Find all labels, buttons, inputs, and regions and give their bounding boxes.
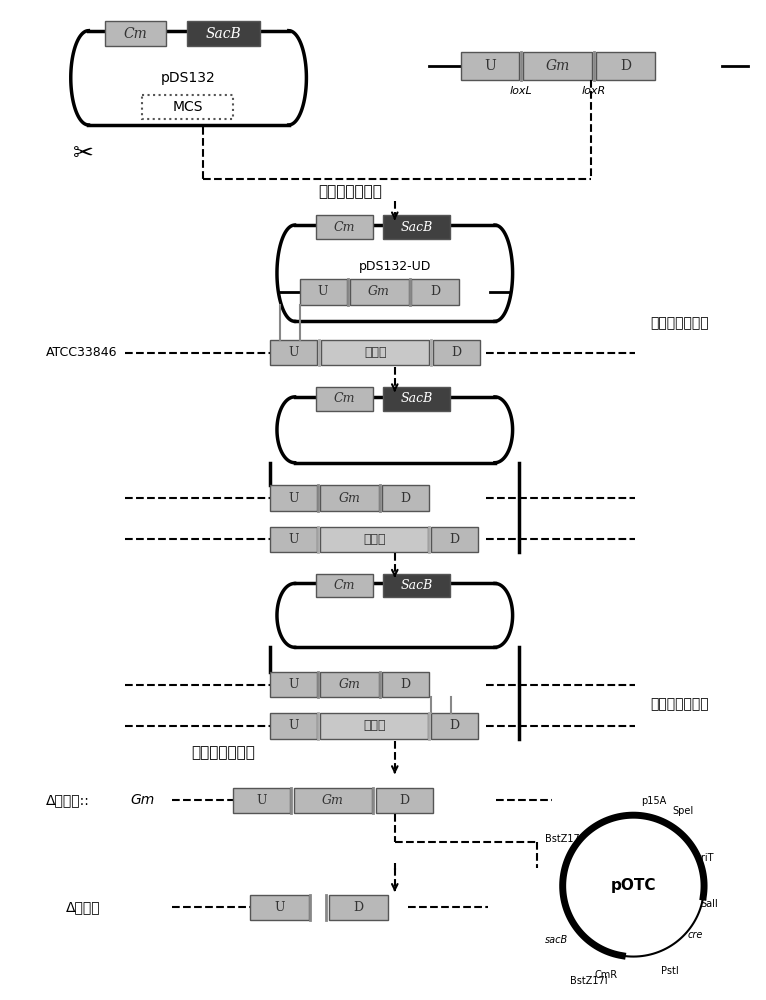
Text: pDS132: pDS132 [161, 71, 216, 85]
FancyBboxPatch shape [142, 95, 233, 119]
FancyBboxPatch shape [300, 279, 347, 305]
FancyBboxPatch shape [460, 52, 519, 80]
Text: 第二次同源重组: 第二次同源重组 [650, 697, 709, 711]
Text: Gm: Gm [545, 59, 570, 73]
FancyBboxPatch shape [316, 215, 373, 239]
Text: U: U [289, 533, 299, 546]
FancyBboxPatch shape [431, 527, 478, 552]
FancyBboxPatch shape [376, 788, 433, 813]
Text: SacB: SacB [401, 392, 433, 405]
FancyBboxPatch shape [383, 387, 450, 411]
Text: Gm: Gm [339, 678, 361, 691]
Text: D: D [620, 59, 631, 73]
FancyBboxPatch shape [270, 340, 317, 365]
Text: PstI: PstI [661, 966, 679, 976]
Text: 第一次同源重组: 第一次同源重组 [650, 316, 709, 330]
Text: Cm: Cm [334, 392, 355, 405]
Text: 靶基因: 靶基因 [363, 719, 385, 732]
Text: loxR: loxR [582, 86, 606, 96]
FancyBboxPatch shape [411, 279, 459, 305]
Text: U: U [289, 492, 299, 505]
Text: SacB: SacB [205, 27, 241, 41]
FancyBboxPatch shape [382, 485, 429, 511]
FancyBboxPatch shape [316, 574, 373, 597]
Text: D: D [450, 719, 460, 732]
FancyBboxPatch shape [293, 788, 372, 813]
Text: Δ靶基因: Δ靶基因 [66, 900, 100, 914]
Text: oriT: oriT [696, 853, 714, 863]
Text: D: D [450, 533, 460, 546]
Text: 第二次接合转导: 第二次接合转导 [191, 745, 255, 760]
Text: pOTC: pOTC [611, 878, 656, 893]
Text: U: U [289, 346, 299, 359]
FancyBboxPatch shape [321, 340, 429, 365]
Text: U: U [275, 901, 285, 914]
Text: Gm: Gm [322, 794, 344, 807]
Text: Cm: Cm [334, 221, 355, 234]
FancyBboxPatch shape [233, 788, 290, 813]
Text: D: D [401, 492, 411, 505]
FancyBboxPatch shape [383, 574, 450, 597]
Text: Cm: Cm [334, 579, 355, 592]
Text: CmR: CmR [594, 970, 617, 980]
FancyBboxPatch shape [433, 340, 480, 365]
FancyBboxPatch shape [250, 895, 309, 920]
FancyBboxPatch shape [329, 895, 388, 920]
Text: SpeI: SpeI [673, 806, 694, 816]
Text: Gm: Gm [368, 285, 390, 298]
Text: ATCC33846: ATCC33846 [45, 346, 117, 359]
FancyBboxPatch shape [270, 672, 317, 697]
Text: SacB: SacB [401, 579, 433, 592]
Text: cre: cre [687, 930, 702, 940]
Text: SacB: SacB [401, 221, 433, 234]
Text: Gm: Gm [131, 793, 155, 807]
FancyBboxPatch shape [596, 52, 655, 80]
Text: U: U [289, 719, 299, 732]
Text: BstZ17I: BstZ17I [545, 834, 583, 844]
Text: 第一次接合转导: 第一次接合转导 [319, 184, 382, 199]
Text: D: D [430, 285, 440, 298]
Text: U: U [289, 678, 299, 691]
Text: Gm: Gm [339, 492, 361, 505]
FancyBboxPatch shape [320, 672, 379, 697]
Text: BstZ17I: BstZ17I [571, 976, 608, 986]
Text: D: D [401, 678, 411, 691]
Text: D: D [400, 794, 410, 807]
Text: U: U [256, 794, 267, 807]
FancyBboxPatch shape [349, 279, 408, 305]
FancyBboxPatch shape [320, 485, 379, 511]
FancyBboxPatch shape [382, 672, 429, 697]
Text: U: U [484, 59, 496, 73]
FancyBboxPatch shape [320, 713, 428, 739]
Text: sacB: sacB [545, 935, 568, 945]
Text: Δ靶基因::: Δ靶基因:: [46, 793, 90, 807]
Text: SalI: SalI [700, 899, 718, 909]
FancyBboxPatch shape [187, 21, 260, 46]
FancyBboxPatch shape [316, 387, 373, 411]
Text: MCS: MCS [172, 100, 203, 114]
FancyBboxPatch shape [270, 527, 317, 552]
FancyBboxPatch shape [270, 485, 317, 511]
FancyBboxPatch shape [270, 713, 317, 739]
Text: U: U [318, 285, 329, 298]
Text: ✂: ✂ [73, 142, 94, 166]
Text: 靶基因: 靶基因 [364, 346, 386, 359]
Text: 靶基因: 靶基因 [363, 533, 385, 546]
Text: p15A: p15A [641, 796, 666, 806]
Text: D: D [452, 346, 462, 359]
Text: D: D [353, 901, 364, 914]
FancyBboxPatch shape [320, 527, 428, 552]
FancyBboxPatch shape [523, 52, 592, 80]
Text: loxL: loxL [510, 86, 533, 96]
Text: Cm: Cm [123, 27, 147, 41]
FancyBboxPatch shape [105, 21, 166, 46]
Text: pDS132-UD: pDS132-UD [358, 260, 431, 273]
FancyBboxPatch shape [383, 215, 450, 239]
FancyBboxPatch shape [431, 713, 478, 739]
